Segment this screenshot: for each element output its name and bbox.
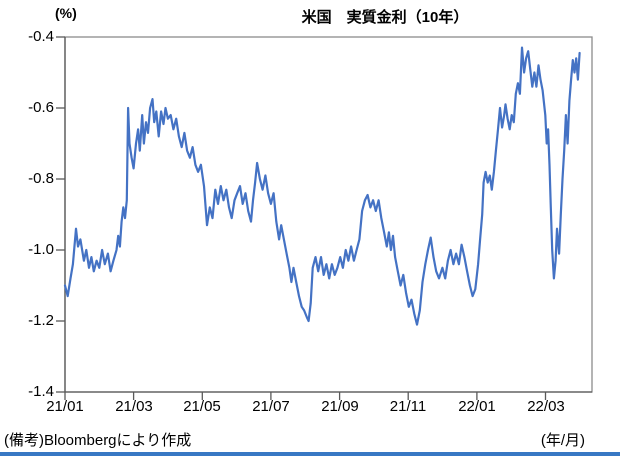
y-tick-label: -0.6	[28, 99, 54, 116]
x-tick-label: 21/01	[46, 398, 84, 415]
x-tick-label: 22/03	[527, 398, 565, 415]
series-line	[63, 46, 581, 326]
x-axis-unit-label: (年/月)	[540, 432, 585, 449]
y-tick-label: -0.4	[28, 28, 54, 45]
chart-title: 米国 実質金利（10年）	[301, 9, 469, 26]
x-tick-label: 21/07	[252, 398, 290, 415]
y-tick-label: -1.0	[28, 241, 54, 258]
x-tick-label: 21/11	[389, 398, 427, 415]
y-tick-label: -0.8	[28, 170, 54, 187]
y-axis-unit-label: (%)	[55, 5, 77, 21]
x-tick-label: 22/01	[458, 398, 496, 415]
bottom-accent-bar	[0, 452, 620, 456]
x-tick-label: 21/03	[115, 398, 153, 415]
y-tick-label: -1.2	[28, 312, 54, 329]
source-note: (備考)Bloombergにより作成	[4, 432, 192, 449]
x-tick-label: 21/05	[183, 398, 221, 415]
plot-border	[64, 36, 593, 393]
y-tick-label: -1.4	[28, 383, 54, 400]
x-tick-label: 21/09	[321, 398, 359, 415]
